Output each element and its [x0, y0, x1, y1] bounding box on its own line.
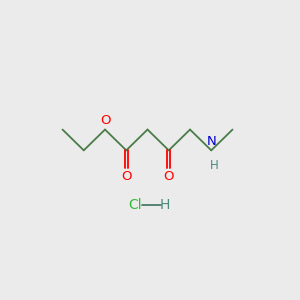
Text: O: O	[164, 170, 174, 183]
Text: N: N	[206, 135, 216, 148]
Text: O: O	[121, 170, 131, 183]
Text: H: H	[160, 198, 170, 212]
Text: O: O	[100, 114, 110, 127]
Text: H: H	[210, 159, 219, 172]
Text: Cl: Cl	[128, 198, 142, 212]
